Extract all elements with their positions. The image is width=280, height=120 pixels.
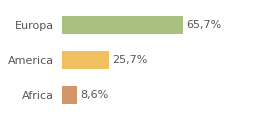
Text: 65,7%: 65,7% [186,20,221,30]
Text: 25,7%: 25,7% [112,55,147,65]
Bar [62,86,78,104]
Bar [62,51,109,69]
Text: 8,6%: 8,6% [80,90,109,100]
Bar [62,16,183,34]
